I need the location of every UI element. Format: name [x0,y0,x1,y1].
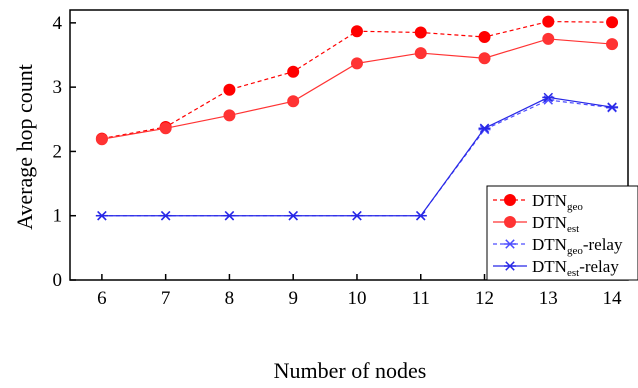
data-point [350,25,363,38]
series-line [101,20,613,140]
x-tick-label: 13 [539,288,558,309]
legend-label: DTNgeo-relay [532,235,623,257]
x-axis-title: Number of nodes [274,358,427,383]
legend-marker [504,216,516,228]
data-point [414,26,427,39]
x-tick-label: 11 [412,288,430,309]
asterisk-stroke [505,239,515,249]
legend-item: DTNest [493,213,579,235]
asterisk-stroke [505,261,515,271]
data-point [542,32,555,45]
data-point [478,31,491,43]
data-point [287,210,300,221]
x-tick-label: 10 [347,288,366,309]
x-tick-label: 9 [288,288,298,309]
series-2 [95,32,619,146]
data-point [414,47,427,60]
data-point [223,83,236,96]
x-tick-label: 14 [603,288,623,309]
data-point [95,210,108,221]
y-tick-label: 3 [53,77,63,98]
y-tick-label: 4 [53,13,63,34]
y-tick-label: 1 [53,206,63,227]
legend-marker [504,239,516,249]
data-point [606,102,619,112]
asterisk-stroke [288,210,298,221]
legend-marker [504,261,516,271]
asterisk-stroke [352,210,362,221]
legend-label: DTNest-relay [532,257,619,279]
data-point [287,95,300,108]
asterisk-stroke [543,92,554,103]
legend-label: DTNest [532,213,579,235]
data-point [542,92,555,103]
chart-series [95,15,619,221]
plot-frame [69,9,629,281]
asterisk-stroke [607,102,617,112]
data-point [478,52,491,65]
y-tick-label: 2 [53,141,63,162]
data-point [606,16,619,29]
data-point [542,15,555,28]
legend-item: DTNest-relay [493,257,619,279]
x-tick-label: 12 [475,288,494,309]
data-point [287,65,300,78]
asterisk-stroke [160,210,171,221]
data-point [159,210,172,221]
data-point [95,133,108,146]
data-point [606,38,619,51]
data-point [223,109,236,122]
x-tick-label: 6 [97,288,107,309]
legend-marker [504,194,516,206]
data-point [478,123,491,134]
series-line [101,38,613,140]
asterisk-stroke [479,123,490,134]
series-1 [95,15,619,145]
data-point [159,122,172,135]
legend-item: DTNgeo-relay [493,235,623,257]
series-4 [95,92,619,221]
legend-item: DTNgeo [493,191,583,213]
data-point [223,210,236,221]
y-tick-label: 0 [53,270,63,291]
data-point [414,210,427,221]
data-point [350,57,363,70]
asterisk-stroke [97,210,107,221]
asterisk-stroke [224,210,235,221]
x-tick-label: 7 [161,288,171,309]
y-axis-title: Average hop count [12,64,37,230]
asterisk-stroke [416,210,426,221]
x-tick-label: 8 [225,288,235,309]
legend-label: DTNgeo [532,191,583,213]
data-point [350,210,363,221]
